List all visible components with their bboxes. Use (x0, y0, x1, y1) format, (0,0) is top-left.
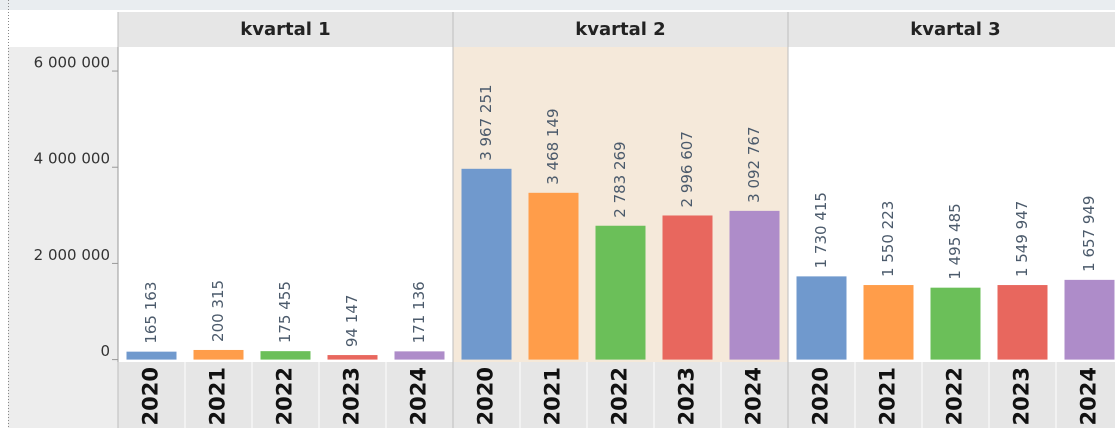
y-tick-label: 2 000 000 (34, 246, 110, 264)
x-tick-label: 2024 (742, 367, 766, 425)
bar (193, 349, 244, 360)
x-tick-label: 2021 (876, 367, 900, 425)
x-tick-label: 2021 (541, 367, 565, 425)
x-tick-label: 2020 (139, 367, 163, 425)
category-band (118, 362, 1115, 428)
bar (461, 168, 512, 360)
x-tick-label: 2024 (1077, 367, 1101, 425)
value-label: 1 495 485 (946, 203, 964, 279)
bar (863, 285, 914, 360)
value-label: 1 730 415 (812, 192, 830, 268)
top-strip (0, 0, 1115, 10)
bar (528, 192, 579, 360)
y-tick-label: 6 000 000 (34, 54, 110, 72)
value-label: 3 092 767 (745, 127, 763, 203)
x-tick-label: 2023 (1010, 367, 1034, 425)
x-tick-label: 2024 (407, 367, 431, 425)
x-tick-label: 2022 (273, 367, 297, 425)
value-label: 1 550 223 (879, 201, 897, 277)
value-label: 165 163 (142, 282, 160, 344)
value-label: 175 455 (276, 281, 294, 343)
y-tick-label: 0 (100, 342, 110, 360)
header-band (118, 12, 1115, 47)
panel-header: kvartal 2 (575, 19, 665, 40)
x-tick-label: 2023 (340, 367, 364, 425)
x-tick-label: 2021 (206, 367, 230, 425)
panel-header: kvartal 1 (240, 19, 330, 40)
x-tick-label: 2023 (675, 367, 699, 425)
value-label: 1 657 949 (1080, 196, 1098, 272)
y-tick-label: 4 000 000 (34, 150, 110, 168)
x-tick-label: 2022 (943, 367, 967, 425)
bar (327, 355, 378, 360)
x-tick-label: 2020 (809, 367, 833, 425)
bar (595, 225, 646, 360)
value-label: 1 549 947 (1013, 201, 1031, 277)
bar (930, 287, 981, 360)
value-label: 171 136 (410, 281, 428, 343)
bar (1064, 279, 1115, 360)
bar (260, 351, 311, 360)
value-label: 3 967 251 (477, 84, 495, 160)
x-tick-label: 2022 (608, 367, 632, 425)
value-label: 2 996 607 (678, 131, 696, 207)
bar (126, 351, 177, 360)
bar (796, 276, 847, 360)
bar (729, 210, 780, 360)
bar (394, 351, 445, 360)
bar (997, 285, 1048, 360)
bar (662, 215, 713, 360)
panel-header: kvartal 3 (910, 19, 1000, 40)
x-tick-label: 2020 (474, 367, 498, 425)
value-label: 94 147 (343, 295, 361, 348)
value-label: 3 468 149 (544, 108, 562, 184)
value-label: 200 315 (209, 280, 227, 342)
value-label: 2 783 269 (611, 141, 629, 217)
axis-background (8, 47, 118, 428)
